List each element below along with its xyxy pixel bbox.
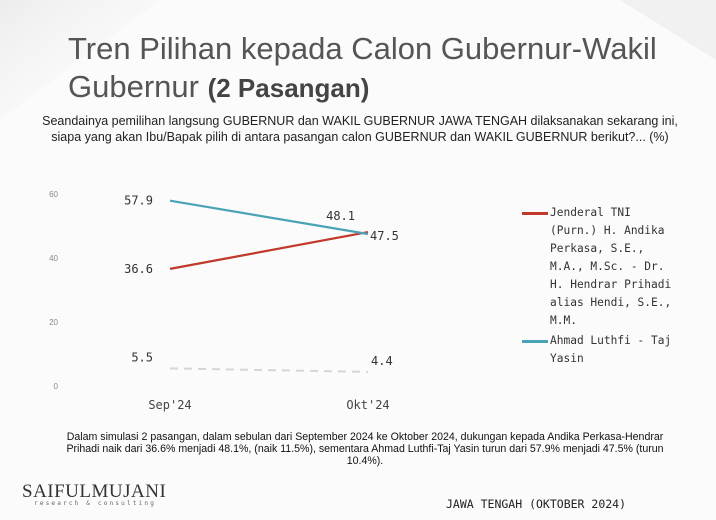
chart-footnote: Dalam simulasi 2 pasangan, dalam sebulan… — [66, 431, 664, 467]
legend-label: Jenderal TNI (Purn.) H. Andika Perkasa, … — [550, 206, 672, 327]
legend-item: Ahmad Luthfi - Taj Yasin — [522, 332, 682, 368]
series-line — [169, 367, 369, 373]
data-label: 48.1 — [326, 209, 355, 223]
data-label: 36.6 — [124, 262, 153, 276]
data-label: 47.5 — [370, 229, 399, 243]
data-label: 4.4 — [371, 354, 393, 368]
x-tick-label: Okt'24 — [346, 398, 389, 412]
survey-question: Seandainya pemilihan langsung GUBERNUR d… — [42, 114, 678, 144]
legend-label: Ahmad Luthfi - Taj Yasin — [550, 334, 672, 365]
legend-swatch — [522, 212, 548, 215]
chart-legend: Jenderal TNI (Purn.) H. Andika Perkasa, … — [522, 204, 682, 370]
logo-tagline: research & consulting — [34, 500, 157, 507]
x-tick-label: Sep'24 — [148, 398, 191, 412]
title-sub: (2 Pasangan) — [207, 73, 370, 103]
legend-swatch — [522, 340, 548, 343]
title-main: Tren Pilihan kepada Calon Gubernur-Wakil… — [68, 31, 657, 104]
y-tick-label: 20 — [49, 318, 58, 327]
series-line — [169, 199, 369, 236]
footer-region-date: JAWA TENGAH (OKTOBER 2024) — [446, 497, 627, 511]
legend-item: Jenderal TNI (Purn.) H. Andika Perkasa, … — [522, 204, 682, 330]
series-line — [169, 230, 369, 270]
line-chart: 0 20 40 60 Sep'24 Okt'24 36.6 48.1 57.9 47.5 5.5 4.… — [49, 190, 399, 412]
data-label: 57.9 — [124, 194, 153, 208]
y-tick-label: 60 — [49, 190, 58, 199]
data-label: 5.5 — [131, 350, 153, 364]
y-tick-label: 40 — [49, 254, 58, 263]
saifulmujani-logo: SAIFULMUJANI — [22, 481, 167, 502]
y-tick-label: 0 — [54, 382, 59, 391]
page-title: Tren Pilihan kepada Calon Gubernur-Wakil… — [68, 30, 708, 107]
